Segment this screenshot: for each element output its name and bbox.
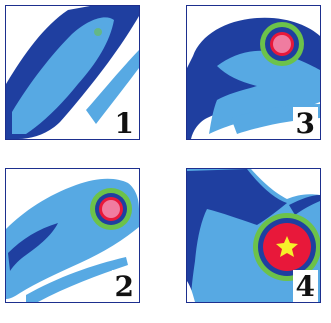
- hotspot-core: [273, 35, 291, 53]
- hotspot-core: [102, 200, 120, 218]
- heatmap-panel-3: 3: [186, 5, 321, 140]
- white-notch: [187, 281, 195, 302]
- panel-number: 2: [111, 270, 137, 302]
- panel-number: 1: [111, 107, 137, 139]
- light-region: [12, 17, 114, 134]
- panel-number: 3: [292, 107, 318, 139]
- hotspot-core: [276, 236, 298, 257]
- heatmap-panel-2: 2: [5, 168, 140, 303]
- hotspot-trace: [94, 28, 102, 36]
- dark-region: [187, 169, 287, 302]
- panel-1-image: [6, 6, 139, 139]
- panel-number: 4: [292, 270, 318, 302]
- light-region: [209, 50, 320, 134]
- white-corner: [251, 169, 320, 199]
- light-region-tail: [86, 50, 139, 124]
- panel-4-image: [187, 169, 320, 302]
- panel-3-image: [187, 17, 320, 139]
- panel-2-image: [6, 178, 139, 302]
- dark-region: [8, 223, 58, 271]
- heatmap-panel-1: 1: [5, 5, 140, 140]
- light-band: [26, 257, 128, 302]
- dark-strip: [289, 195, 320, 215]
- heatmap-panel-4: 4: [186, 168, 321, 303]
